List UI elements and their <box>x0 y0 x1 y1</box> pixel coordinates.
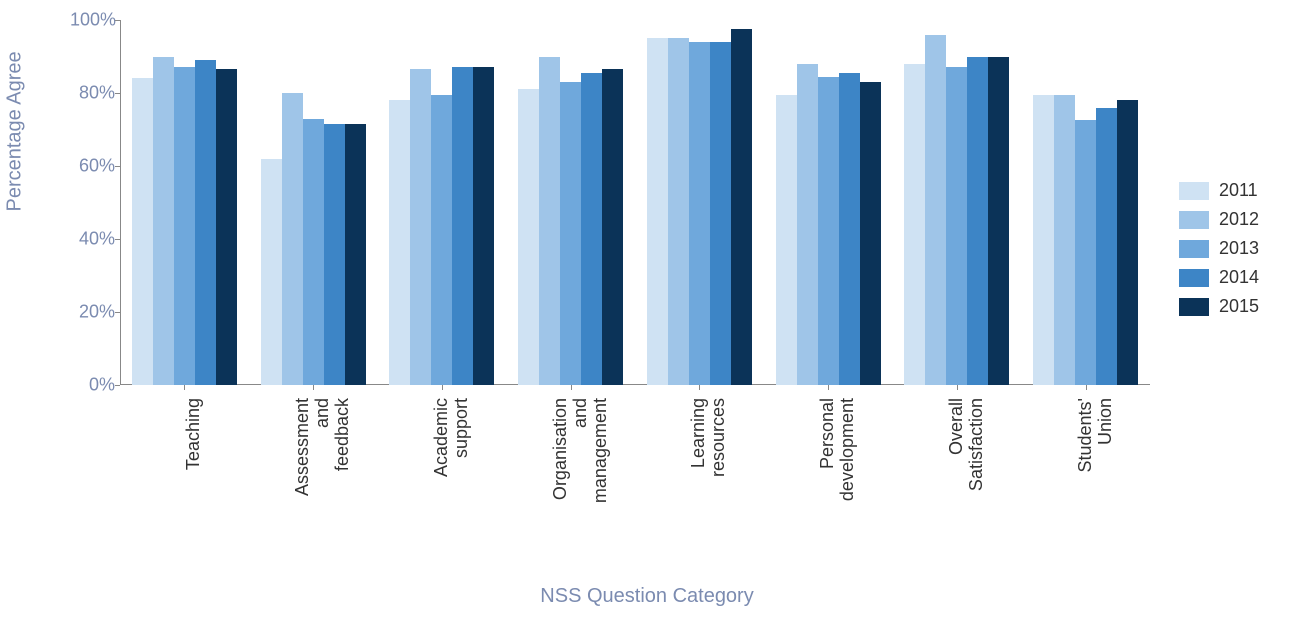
bar-group <box>518 57 623 386</box>
bar-group <box>132 57 237 386</box>
y-tick-label: 0% <box>70 375 115 396</box>
x-tick-label: Academicsupport <box>432 398 472 477</box>
bar <box>668 38 689 385</box>
y-axis-label: Percentage Agree <box>4 51 27 211</box>
bar <box>1117 100 1138 385</box>
bar <box>303 119 324 385</box>
x-tick-label: Learningresources <box>689 398 729 477</box>
bar-group <box>261 93 366 385</box>
bar <box>731 29 752 385</box>
nss-bar-chart: Percentage Agree 0%20%40%60%80%100% Teac… <box>0 0 1294 628</box>
bar-group <box>647 29 752 385</box>
x-tick-mark <box>184 385 185 390</box>
x-tick-mark <box>699 385 700 390</box>
legend-label: 2011 <box>1219 180 1258 201</box>
legend-label: 2012 <box>1219 209 1259 230</box>
bar-group <box>904 35 1009 385</box>
bar <box>946 67 967 385</box>
x-tick-mark <box>1086 385 1087 390</box>
bar <box>282 93 303 385</box>
bar-group <box>389 67 494 385</box>
legend-label: 2014 <box>1219 267 1259 288</box>
x-tick-label: Teaching <box>184 398 204 470</box>
x-tick-mark <box>571 385 572 390</box>
bar <box>153 57 174 386</box>
bar <box>602 69 623 385</box>
bar <box>797 64 818 385</box>
bar <box>345 124 366 385</box>
bar <box>647 38 668 385</box>
x-tick-mark <box>313 385 314 390</box>
x-tick-label: OverallSatisfaction <box>947 398 987 491</box>
bar <box>452 67 473 385</box>
bar <box>776 95 797 385</box>
legend-label: 2015 <box>1219 296 1259 317</box>
bar <box>818 77 839 385</box>
bar <box>539 57 560 386</box>
legend-item: 2013 <box>1179 238 1259 259</box>
plot-area: 0%20%40%60%80%100% <box>120 20 1150 385</box>
y-tick-label: 80% <box>70 83 115 104</box>
bar <box>1096 108 1117 385</box>
legend-swatch <box>1179 211 1209 229</box>
y-tick-label: 40% <box>70 229 115 250</box>
legend-swatch <box>1179 182 1209 200</box>
legend: 2011 2012 2013 2014 2015 <box>1179 180 1259 325</box>
bar <box>710 42 731 385</box>
bar <box>216 69 237 385</box>
x-tick-label: Personaldevelopment <box>818 398 858 501</box>
bar <box>1075 120 1096 385</box>
bar <box>560 82 581 385</box>
legend-item: 2012 <box>1179 209 1259 230</box>
bar <box>988 57 1009 386</box>
x-axis-label: NSS Question Category <box>540 585 753 608</box>
bar <box>1054 95 1075 385</box>
legend-item: 2011 <box>1179 180 1259 201</box>
y-tick-label: 60% <box>70 156 115 177</box>
legend-item: 2015 <box>1179 296 1259 317</box>
legend-swatch <box>1179 269 1209 287</box>
x-tick-label: Assessmentandfeedback <box>293 398 352 496</box>
y-tick-label: 100% <box>70 10 115 31</box>
bar <box>904 64 925 385</box>
x-tick-mark <box>828 385 829 390</box>
x-tick-mark <box>442 385 443 390</box>
bar <box>839 73 860 385</box>
bar <box>132 78 153 385</box>
bar <box>518 89 539 385</box>
legend-label: 2013 <box>1219 238 1259 259</box>
bar <box>410 69 431 385</box>
bar <box>195 60 216 385</box>
bar <box>431 95 452 385</box>
bar <box>967 57 988 386</box>
legend-swatch <box>1179 298 1209 316</box>
bar <box>324 124 345 385</box>
bar-groups <box>120 20 1150 385</box>
bar <box>473 67 494 385</box>
bar <box>925 35 946 385</box>
x-tick-label: Students'Union <box>1076 398 1116 473</box>
bar <box>261 159 282 385</box>
legend-swatch <box>1179 240 1209 258</box>
bar <box>389 100 410 385</box>
x-tick-mark <box>957 385 958 390</box>
bar <box>174 67 195 385</box>
legend-item: 2014 <box>1179 267 1259 288</box>
bar <box>1033 95 1054 385</box>
y-tick-mark <box>115 385 120 386</box>
bar <box>689 42 710 385</box>
bar-group <box>776 64 881 385</box>
y-tick-label: 20% <box>70 302 115 323</box>
bar-group <box>1033 95 1138 385</box>
bar <box>581 73 602 385</box>
bar <box>860 82 881 385</box>
x-tick-label: Organisationandmanagement <box>551 398 610 503</box>
